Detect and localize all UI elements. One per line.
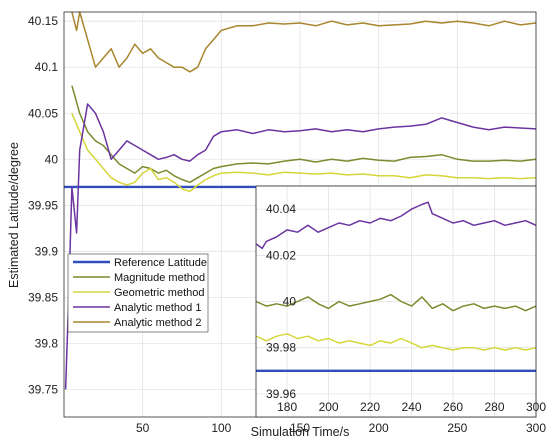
inset-zoom-plot: 180 200 220 240 260 280 300 39.96 39.98 40 40.02 40…	[255, 185, 546, 418]
x-tick-label: 150	[290, 421, 310, 435]
legend-entry-label: Analytic method 2	[114, 317, 201, 329]
inset-x-tick-label: 260	[443, 400, 463, 414]
inset-y-tick-label: 40.02	[266, 248, 296, 262]
legend-box	[67, 253, 209, 333]
inset-x-tick-label: 220	[360, 400, 380, 414]
inset-grid	[256, 186, 537, 417]
inset-x-tick-label: 240	[402, 400, 422, 414]
inset-x-tick-label: 180	[277, 400, 297, 414]
inset-frame	[255, 185, 537, 418]
x-tick-label: 50	[136, 421, 150, 435]
y-axis-label: Estimated Latitude/degree	[7, 142, 21, 288]
y-tick-label: 39.75	[28, 382, 58, 396]
y-tick-label: 40.1	[35, 60, 59, 74]
inset-y-tick-label: 39.96	[266, 387, 296, 401]
y-tick-label: 39.95	[28, 198, 58, 212]
x-tick-label: 300	[526, 421, 546, 435]
inset-series-lines	[255, 201, 537, 372]
y-tick-label: 39.8	[35, 336, 59, 350]
legend-entry-label: Geometric method	[114, 287, 204, 299]
inset-x-tick-label: 200	[319, 400, 339, 414]
y-tick-label: 39.9	[35, 244, 59, 258]
x-axis-label: Simulation Time/s	[251, 425, 350, 439]
series-line-magnitude-method	[71, 85, 537, 184]
series-line-analytic-method-2	[71, 11, 537, 73]
inset-series-line-geometric-method	[255, 333, 537, 351]
legend-entry-label: Analytic method 1	[114, 302, 201, 314]
x-tick-label: 100	[211, 421, 231, 435]
legend-entry-label: Reference Latitude	[114, 257, 207, 269]
legend: Reference Latitude Magnitude method Geomet…	[67, 253, 209, 333]
inset-x-tick-label: 280	[485, 400, 505, 414]
inset-y-tick-label: 40	[283, 295, 297, 309]
x-tick-label: 200	[369, 421, 389, 435]
inset-tick-labels: 180 200 220 240 260 280 300 39.96 39.98 40 40.02 40…	[266, 202, 546, 414]
y-tick-label: 40.05	[28, 106, 58, 120]
y-tick-label: 40.15	[28, 14, 58, 28]
series-line-analytic-method-1	[64, 103, 537, 390]
x-tick-label: 250	[447, 421, 467, 435]
y-tick-label: 39.85	[28, 290, 58, 304]
y-tick-label: 40	[45, 152, 59, 166]
inset-x-tick-label: 300	[526, 400, 546, 414]
inset-series-line-analytic-method-1	[255, 201, 537, 250]
series-line-geometric-method	[71, 113, 537, 193]
legend-entry-label: Magnitude method	[114, 272, 205, 284]
inset-y-tick-label: 39.98	[266, 341, 296, 355]
inset-series-line-magnitude-method	[255, 293, 537, 312]
main-tick-labels: 50 100 150 200 250 300 39.75 39.8 39.85 39.9 39.95…	[28, 14, 546, 435]
inset-y-tick-label: 40.04	[266, 202, 296, 216]
